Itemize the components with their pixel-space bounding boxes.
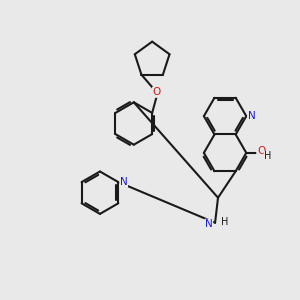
Text: O: O xyxy=(152,87,161,97)
Text: N: N xyxy=(205,219,213,229)
Text: H: H xyxy=(221,217,228,227)
Text: N: N xyxy=(120,177,128,187)
Text: O: O xyxy=(257,146,265,156)
Text: N: N xyxy=(248,111,256,121)
Text: H: H xyxy=(264,152,272,161)
